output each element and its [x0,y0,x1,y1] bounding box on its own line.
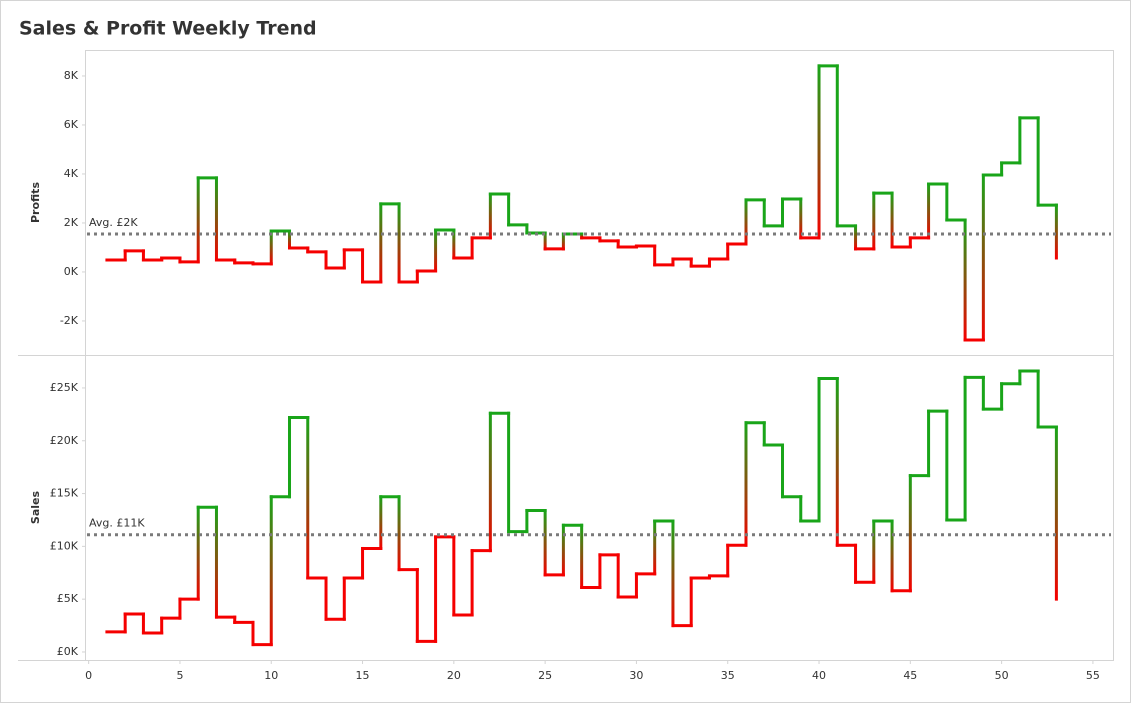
y-tick-label: -2K [60,314,79,327]
y-tick-label: £10K [50,539,79,552]
average-label: Avg. £11K [89,517,145,530]
x-tick-label: 0 [85,669,92,682]
y-tick-label: 2K [64,216,79,229]
x-tick-label: 10 [264,669,278,682]
x-tick-label: 25 [538,669,552,682]
y-tick-label: 6K [64,118,79,131]
x-tick-label: 35 [721,669,735,682]
y-axis-label: Profits [29,182,42,223]
y-tick-label: £20K [50,434,79,447]
y-tick-label: £15K [50,487,79,500]
average-label: Avg. £2K [89,216,138,229]
y-tick-label: 8K [64,69,79,82]
y-axis-label: Sales [29,490,42,524]
y-tick-label: £0K [57,645,79,658]
x-tick-label: 40 [812,669,826,682]
y-tick-label: £5K [57,592,79,605]
x-tick-label: 5 [176,669,183,682]
x-tick-label: 20 [447,669,461,682]
y-tick-label: 0K [64,265,79,278]
x-tick-label: 55 [1086,669,1100,682]
dashboard-title: Sales & Profit Weekly Trend [19,18,317,40]
x-tick-label: 45 [903,669,917,682]
x-tick-label: 30 [629,669,643,682]
x-tick-label: 50 [995,669,1009,682]
x-tick-label: 15 [356,669,370,682]
y-tick-label: 4K [64,167,79,180]
y-tick-label: £25K [50,381,79,394]
